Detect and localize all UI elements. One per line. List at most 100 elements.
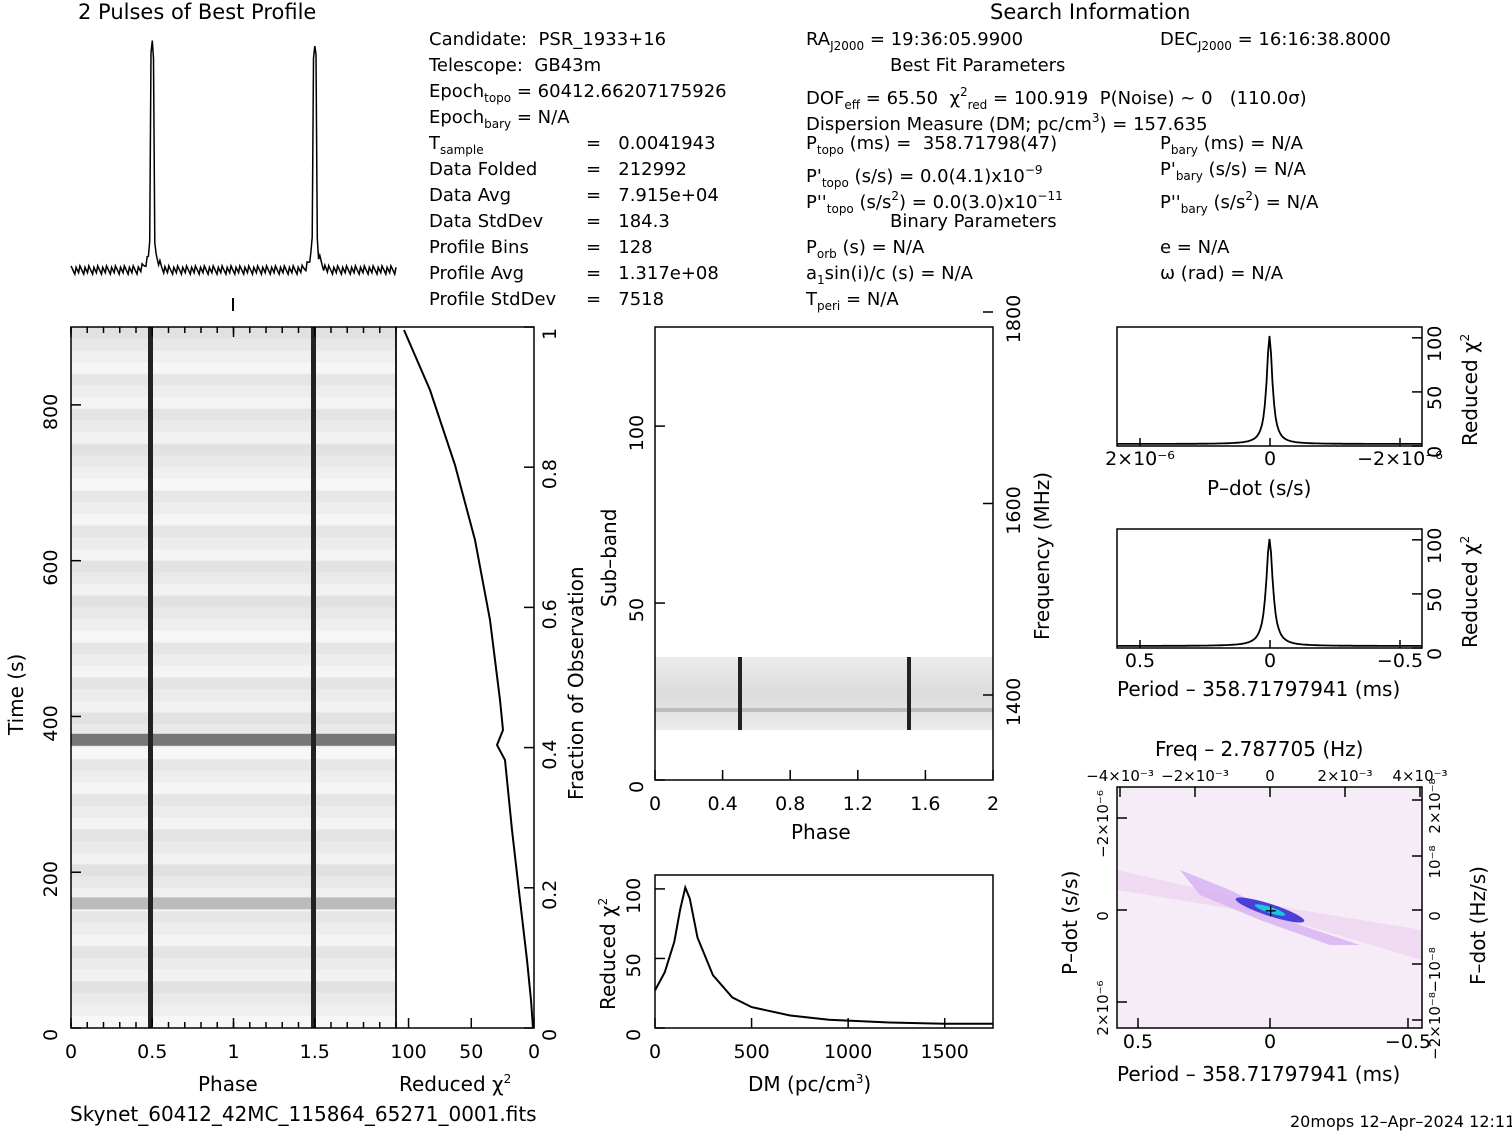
chi2-fold-tick-label: 50 (459, 1041, 483, 1063)
period-map-tick-label: 0 (1264, 1031, 1276, 1053)
dm-axis-label: DM (pc/cm3) (748, 1072, 872, 1096)
freq-axis-label: Freq – 2.787705 (Hz) (1155, 737, 1364, 761)
profile-chart (70, 40, 397, 311)
chi2-fold-tick-label: 0 (528, 1041, 540, 1063)
frequency-tick-label: 1400 (1003, 678, 1025, 726)
time-tick-label: 200 (40, 861, 62, 897)
info-profile-bins-value: = 128 (586, 237, 653, 258)
fdot-tick-label: 0 (1426, 911, 1444, 921)
period-pdot-map: + (1116, 786, 1423, 1029)
pdot-map-tick-label: 2×10⁻⁶ (1094, 980, 1112, 1035)
dm-tick-label: 500 (733, 1041, 769, 1063)
info-tsample: Tsample (429, 133, 484, 158)
fraction-tick-label: 0.6 (539, 599, 561, 629)
chi2-dm-chart (654, 874, 994, 1029)
chi2-period-chart (1116, 528, 1423, 649)
period-map-tick-label: 0.5 (1123, 1031, 1153, 1053)
reduced-chi2-dm-label: Reduced χ2 (596, 897, 620, 1010)
fdot-tick-label: 2×10⁻⁸ (1426, 778, 1444, 833)
period-map-axis-label: Period – 358.71797941 (ms) (1117, 1062, 1401, 1086)
chi2-pdot-chart (1116, 326, 1423, 447)
chi2-dm-tick-label: 100 (623, 878, 645, 914)
info-data-folded-value: = 212992 (586, 159, 687, 180)
period-axis-label: Period – 358.71797941 (ms) (1117, 677, 1401, 701)
subband-phase-axes: 0 50 100 0 0.4 0.8 1.2 1.6 2 1400 1600 1800 (626, 295, 1025, 815)
time-tick-label: 600 (40, 550, 62, 586)
time-phase-heatmap (70, 326, 397, 1029)
info-p-topo: Ptopo (ms) = 358.71798(47) (806, 133, 1058, 158)
chi2-side-tick-label: 100 (1424, 528, 1446, 564)
info-pdot-topo: P'topo (s/s) = 0.0(4.1)x10−9 (806, 163, 1043, 190)
fdot-tick-label: −2×10⁻⁸ (1426, 992, 1444, 1060)
info-profile-bins: Profile Bins (429, 237, 529, 258)
subband-tick-label: 0 (626, 781, 648, 793)
time-phase-bright-row (71, 897, 396, 910)
phase-sub-tick-label: 0 (649, 793, 661, 815)
info-data-stddev: Data StdDev (429, 211, 544, 232)
chi2-fold-tick-label: 100 (390, 1041, 426, 1063)
fdot-tick-label: −10⁻⁸ (1426, 947, 1444, 993)
info-e: e = N/A (1160, 237, 1230, 258)
frequency-tick-label: 1800 (1003, 295, 1025, 343)
fraction-tick-label: 1 (539, 328, 561, 340)
info-telescope: Telescope: GB43m (429, 55, 602, 76)
fdot-axis-label: F–dot (Hz/s) (1466, 866, 1490, 985)
pdot-axis-label: P–dot (s/s) (1207, 476, 1312, 500)
time-tick-label: 800 (40, 394, 62, 430)
info-p-bary: Pbary (ms) = N/A (1160, 133, 1303, 158)
pdot-chi-tick-label: 2×10⁻⁶ (1105, 448, 1175, 470)
chi2-side-tick-label: 0 (1424, 446, 1446, 458)
chi2-fraction-chart (395, 326, 535, 1029)
period-tick-label: 0.5 (1125, 650, 1155, 672)
chi2-dm-tick-label: 50 (623, 953, 645, 977)
freq-top-tick-label: −2×10⁻³ (1161, 767, 1229, 785)
time-phase-axes: 0 200 400 600 800 0 0.5 1 1.5 (40, 327, 397, 1063)
chi2-fraction-axes: 100 50 00 0.2 0.4 0.6 0.8 1 (390, 326, 561, 1063)
info-dm: Dispersion Measure (DM; pc/cm3) = 157.63… (806, 111, 1208, 135)
search-info-title: Search Information (990, 0, 1191, 24)
phase-sub-tick-label: 1.2 (843, 793, 873, 815)
dm-tick-label: 0 (649, 1041, 661, 1063)
period-map-tick-label: −0.5 (1385, 1031, 1431, 1053)
time-axis-label: Time (s) (4, 653, 28, 735)
pdot-map-tick-label: 0 (1094, 911, 1112, 921)
phase-sub-tick-label: 2 (987, 793, 999, 815)
info-tperi: Tperi = N/A (806, 289, 899, 314)
phase-tick-label: 1.5 (300, 1041, 330, 1063)
info-profile-stddev-value: = 7518 (586, 289, 665, 310)
info-data-folded: Data Folded (429, 159, 538, 180)
phase-tick-label: 1 (227, 1041, 239, 1063)
info-candidate: Candidate: PSR_1933+16 (429, 29, 667, 50)
info-data-avg: Data Avg (429, 185, 512, 206)
subband-axis-label: Sub–band (597, 508, 621, 607)
freq-top-tick-label: −4×10⁻³ (1086, 767, 1154, 785)
fraction-axis-label: Fraction of Observation (564, 566, 588, 800)
time-tick-label: 400 (40, 705, 62, 741)
chi2-dm-axes: 0 500 1000 1500 0 50 100 (623, 878, 969, 1063)
fraction-tick-label: 0.2 (539, 880, 561, 910)
phase-sub-tick-label: 0.8 (775, 793, 805, 815)
info-a1sini: a1sin(i)/c (s) = N/A (806, 263, 973, 288)
reduced-chi2-period-label: Reduced χ2 (1458, 535, 1482, 648)
pdot-map-axis-label: P–dot (s/s) (1058, 870, 1082, 975)
info-tsample-value: = 0.0041943 (586, 133, 716, 154)
pdot-chi-tick-label: −2×10⁻⁶ (1357, 448, 1443, 470)
freq-top-tick-label: 4×10⁻³ (1392, 767, 1447, 785)
info-profile-avg-value: = 1.317e+08 (586, 263, 719, 284)
chi2-side-tick-label: 50 (1424, 588, 1446, 612)
phase-sub-tick-label: 1.6 (910, 793, 940, 815)
frequency-axis-label: Frequency (MHz) (1030, 471, 1054, 640)
info-pdot-bary: P'bary (s/s) = N/A (1160, 159, 1306, 184)
subband-phase-heatmap (654, 326, 994, 781)
period-tick-label: 0 (1264, 650, 1276, 672)
period-tick-label: −0.5 (1377, 650, 1423, 672)
info-data-avg-value: = 7.915e+04 (586, 185, 719, 206)
phase-tick-label: 0.5 (137, 1041, 167, 1063)
dm-tick-label: 1500 (921, 1041, 969, 1063)
info-pddot-topo: P''topo (s/s2) = 0.0(3.0)x10−11 (806, 189, 1063, 216)
info-pddot-bary: P''bary (s/s2) = N/A (1160, 189, 1319, 216)
fraction-tick-label: 0.8 (539, 459, 561, 489)
info-epoch-topo: Epochtopo = 60412.66207175926 (429, 81, 727, 106)
